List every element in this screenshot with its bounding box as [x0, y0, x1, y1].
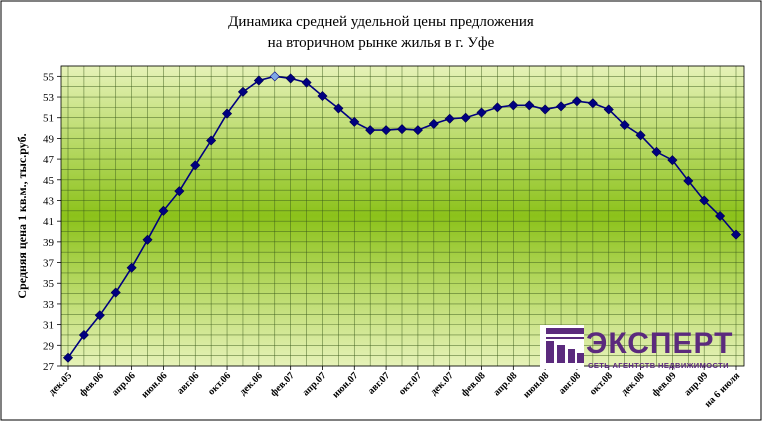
data-point-marker [396, 124, 408, 135]
y-axis-ticks: 27 29 31 33 35 37 39 41 43 45 47 49 51 53 55 [43, 71, 61, 373]
data-point-marker [158, 205, 169, 216]
data-point-marker [126, 262, 137, 273]
data-point-marker [730, 229, 742, 240]
y-tick-label: 29 [43, 340, 55, 352]
y-tick-label: 55 [43, 71, 55, 83]
y-tick-label: 39 [43, 237, 55, 249]
y-tick-label: 47 [43, 154, 55, 166]
data-point-marker [460, 112, 471, 123]
y-tick-label: 49 [43, 133, 55, 145]
data-point-marker [285, 73, 296, 84]
data-point-marker [381, 125, 392, 136]
y-tick-label: 35 [43, 278, 55, 290]
data-point-marker [587, 98, 598, 109]
data-point-marker [571, 96, 582, 107]
data-point-marker [237, 86, 248, 97]
y-tick-label: 51 [43, 113, 54, 125]
data-point-marker [206, 135, 217, 146]
data-point-marker [667, 155, 678, 166]
y-tick-label: 31 [43, 320, 54, 332]
data-point-marker [635, 130, 646, 141]
y-tick-label: 37 [43, 258, 55, 270]
logo: ЭКСПЕРТ СЕТЬ АГЕНТСТВ НЕДВИЖИМОСТИ [540, 325, 733, 370]
data-point-marker [62, 352, 74, 363]
plot-border [60, 65, 745, 367]
data-point-marker [78, 329, 89, 340]
data-point-marker [301, 77, 312, 88]
y-tick-label: 27 [43, 361, 55, 373]
y-axis-label: Средняя цена 1 кв.м., тыс.руб. [15, 133, 29, 298]
data-point-marker [317, 90, 328, 102]
y-tick-label: 33 [43, 299, 55, 311]
data-point-marker [715, 210, 726, 222]
building-icon [546, 328, 584, 363]
data-point-marker [222, 108, 233, 119]
data-point-marker [603, 104, 614, 115]
logo-tagline: СЕТЬ АГЕНТСТВ НЕДВИЖИМОСТИ [588, 361, 729, 370]
data-point-marker [269, 71, 280, 82]
data-point-marker [253, 75, 264, 86]
data-point-marker [444, 113, 455, 124]
plot-area [61, 66, 744, 366]
data-point-marker [365, 125, 376, 136]
data-point-marker [110, 287, 121, 298]
data-point-marker [412, 125, 423, 136]
data-point-marker [619, 119, 630, 130]
data-point-marker [174, 186, 185, 197]
data-point-marker [94, 310, 105, 321]
y-tick-label: 53 [43, 92, 55, 104]
logo-word: ЭКСПЕРТ [586, 327, 733, 360]
grid-lines [60, 65, 745, 367]
data-point-marker [142, 234, 153, 245]
data-point-marker [540, 104, 551, 115]
data-point-marker [333, 103, 344, 114]
data-point-marker [699, 195, 710, 206]
data-point-marker [508, 100, 519, 111]
data-point-marker [492, 102, 503, 113]
data-point-marker [428, 118, 439, 129]
y-tick-label: 45 [43, 175, 55, 187]
chart-title-line-2: на вторичном рынке жилья в г. Уфе [268, 35, 495, 51]
data-point-marker [556, 101, 567, 112]
data-point-marker [349, 116, 360, 127]
data-point-marker [524, 100, 535, 111]
y-tick-label: 43 [43, 195, 55, 207]
y-tick-label: 41 [43, 216, 54, 228]
data-point-marker [651, 146, 662, 157]
data-point-marker [683, 175, 694, 186]
data-point-marker [476, 107, 487, 118]
series-line-layer [62, 71, 742, 363]
chart-title-line-1: Динамика средней удельной цены предложен… [228, 14, 534, 30]
data-point-marker [190, 160, 201, 171]
